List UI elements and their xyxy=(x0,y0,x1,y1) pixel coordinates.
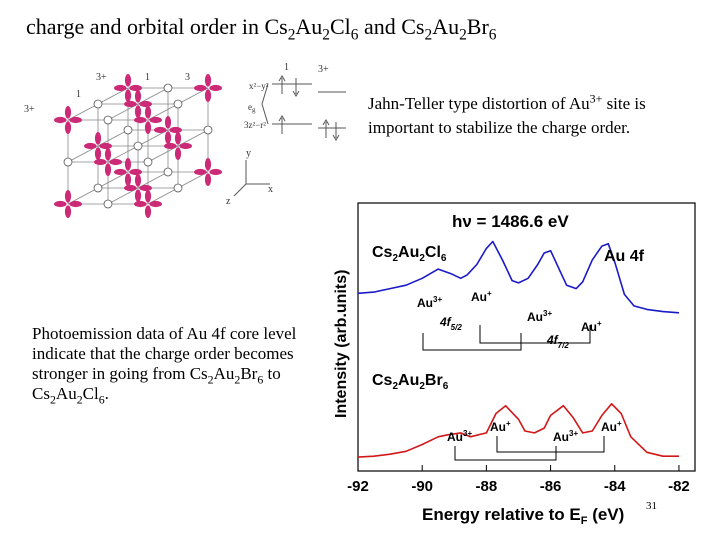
peak-label-cl-au3b: Au3+ xyxy=(527,309,552,324)
x-tick-label: -88 xyxy=(476,478,498,495)
x-tick-label: -92 xyxy=(347,478,369,495)
series-line-0 xyxy=(357,240,680,314)
jahn-teller-note: Jahn-Teller type distortion of Au3+ site… xyxy=(368,91,646,137)
x-tick-label: -82 xyxy=(668,478,690,495)
spin-orbit-brackets xyxy=(422,325,605,461)
label-4f-52: 4f5/2 xyxy=(439,315,462,332)
peak-label-cl-au1b: Au+ xyxy=(581,319,602,334)
x-tick-label: -84 xyxy=(604,478,626,495)
x-tick-label: -90 xyxy=(411,478,433,495)
peak-label-cl-au3a: Au3+ xyxy=(417,295,442,310)
x-axis-label: Energy relative to EF (eV) xyxy=(422,505,624,527)
peak-label-br-au1b: Au+ xyxy=(601,419,622,434)
x-tick-label: -86 xyxy=(540,478,562,495)
bracket-br-inner xyxy=(496,436,605,453)
label-4f-72: 4f7/2 xyxy=(546,333,569,350)
excitation-energy-label: hν = 1486.6 eV xyxy=(452,212,569,231)
slide-title: charge and orbital order in Cs2Au2Cl6 an… xyxy=(26,14,497,44)
plot-frame xyxy=(357,202,696,472)
series-label-br: Cs2Au2Br6 xyxy=(372,372,449,392)
bracket-cl-inner xyxy=(479,325,591,344)
peak-label-cl-au1a: Au+ xyxy=(471,289,492,304)
series-line-1 xyxy=(357,403,679,458)
peak-label-br-au3b: Au3+ xyxy=(553,429,578,444)
x-axis-ticks xyxy=(357,465,680,471)
bracket-cl-outer xyxy=(422,333,522,351)
au-4f-label: Au 4f xyxy=(604,248,645,265)
bracket-br-outer xyxy=(454,446,557,461)
page-number: 31 xyxy=(646,500,657,512)
peak-label-br-au3a: Au3+ xyxy=(447,429,472,444)
series-label-cl: Cs2Au2Cl6 xyxy=(372,244,447,264)
y-axis-label: Intensity (arb.units) xyxy=(333,270,350,418)
peak-label-br-au1a: Au+ xyxy=(490,419,511,434)
photoemission-note: Photoemission data of Au 4f core level i… xyxy=(32,324,297,407)
